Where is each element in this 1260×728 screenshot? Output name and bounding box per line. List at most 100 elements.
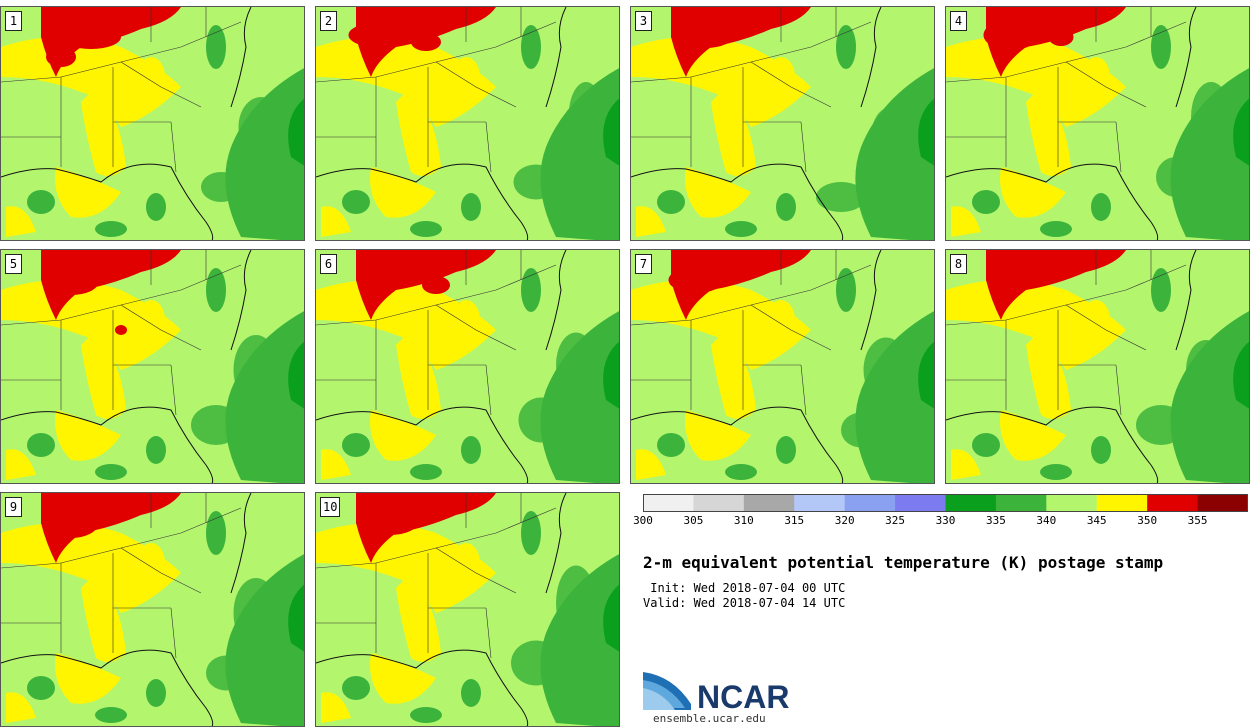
field-335-340: [206, 268, 226, 312]
field-350-355: [678, 22, 734, 48]
coastline: [316, 250, 567, 483]
field-335-340: [27, 190, 55, 214]
colorbar-segment: [1147, 494, 1199, 512]
field-335-340: [521, 25, 541, 69]
site-url: ensemble.ucar.edu: [653, 712, 766, 725]
field-335-340: [342, 676, 370, 700]
field-350-355: [115, 325, 127, 335]
coastline: [631, 7, 882, 240]
coastline: [946, 7, 1197, 240]
colorbar-graphic: [643, 494, 1249, 512]
field-335-340: [1040, 221, 1072, 237]
field-330-335: [918, 341, 934, 409]
field-345-350: [55, 653, 121, 704]
field-335-340: [461, 436, 481, 464]
ensemble-member-panel: 7: [630, 249, 935, 484]
colorbar-segment: [895, 494, 946, 512]
state-border: [435, 547, 517, 594]
field-350-355: [421, 503, 451, 519]
map: [631, 7, 934, 240]
field-330-335: [603, 98, 619, 166]
state-border: [1115, 121, 1122, 173]
field-335-340: [521, 511, 541, 555]
field-330-335: [603, 584, 619, 652]
ncar-logo: NCAR: [643, 670, 803, 716]
field-345-350: [137, 543, 165, 583]
field-335-340: [191, 405, 241, 445]
state-border: [485, 364, 492, 416]
colorbar-tick-label: 355: [1187, 514, 1208, 527]
coastline: [1, 7, 252, 240]
map: [1, 493, 304, 726]
field-335-340: [238, 97, 284, 157]
field-335-340: [540, 554, 619, 726]
colorbar-segment: [1096, 494, 1148, 512]
field-335-340: [146, 193, 166, 221]
field-350-355: [411, 33, 441, 51]
field-350-355: [422, 276, 450, 294]
field-345-350: [1, 523, 181, 613]
field-345-350: [951, 206, 981, 237]
field-335-340: [201, 172, 241, 202]
state-border: [800, 364, 807, 416]
field-330-335: [288, 584, 304, 652]
ensemble-member-panel: 9: [0, 492, 305, 727]
member-label: 10: [320, 497, 341, 517]
field-330-335: [288, 98, 304, 166]
field-350-355: [671, 250, 811, 320]
field-335-340: [461, 679, 481, 707]
field-345-350: [396, 330, 441, 419]
field-345-350: [1, 37, 181, 127]
colorbar-outline: [643, 494, 1248, 512]
map: [316, 250, 619, 483]
field-345-350: [452, 300, 480, 340]
colorbar-segment: [693, 494, 745, 512]
field-330-335: [1233, 341, 1249, 409]
colorbar-tick-label: 305: [683, 514, 704, 527]
colorbar-segment: [743, 494, 795, 512]
field-330-335: [918, 98, 934, 166]
state-border: [750, 304, 832, 351]
field-330-335: [1233, 98, 1249, 166]
field-345-350: [316, 280, 496, 370]
field-345-350: [711, 330, 756, 419]
member-label: 2: [320, 11, 337, 31]
field-335-340: [233, 335, 279, 405]
member-label: 7: [635, 254, 652, 274]
field-345-350: [685, 410, 751, 461]
ensemble-member-panel: 5: [0, 249, 305, 484]
map: [316, 493, 619, 726]
field-345-350: [55, 167, 121, 218]
field-345-350: [396, 573, 441, 662]
colorbar-tick-label: 335: [985, 514, 1006, 527]
field-335-340: [1156, 157, 1196, 197]
field-335-340: [972, 190, 1000, 214]
field-345-350: [1082, 300, 1110, 340]
ensemble-member-panel: 4: [945, 6, 1250, 241]
field-335-340: [27, 676, 55, 700]
logo-wordmark: NCAR: [697, 679, 789, 715]
field-335-340: [725, 221, 757, 237]
colorbar-segment: [995, 494, 1047, 512]
field-335-340: [342, 433, 370, 457]
field-335-340: [1136, 405, 1186, 445]
map: [1, 250, 304, 483]
member-label: 3: [635, 11, 652, 31]
field-345-350: [1082, 57, 1110, 97]
coastline: [1, 250, 252, 483]
field-335-340: [1191, 82, 1231, 152]
field-335-340: [95, 707, 127, 723]
field-335-340: [342, 190, 370, 214]
field-345-350: [370, 653, 436, 704]
field-345-350: [321, 449, 351, 480]
member-label: 9: [5, 497, 22, 517]
valid-time: Valid: Wed 2018-07-04 14 UTC: [643, 596, 846, 610]
field-345-350: [631, 280, 811, 370]
colorbar-tick-label: 345: [1086, 514, 1107, 527]
field-345-350: [316, 37, 496, 127]
field-330-335: [603, 341, 619, 409]
field-350-355: [983, 20, 1039, 50]
member-label: 5: [5, 254, 22, 274]
field-350-355: [43, 269, 99, 295]
field-350-355: [363, 507, 419, 535]
